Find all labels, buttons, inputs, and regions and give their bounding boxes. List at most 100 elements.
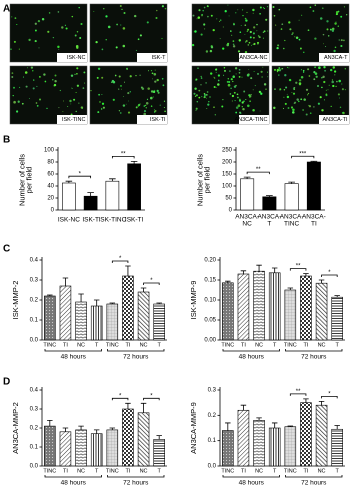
- cell: [76, 84, 80, 87]
- cell: [266, 71, 269, 73]
- cell: [245, 98, 247, 101]
- cell: [331, 79, 333, 81]
- label-box: [137, 115, 167, 124]
- cell: [75, 110, 77, 113]
- cell: [57, 45, 60, 49]
- cell: [102, 106, 105, 109]
- cell: [237, 9, 239, 11]
- group-bracket: [107, 475, 165, 478]
- cell: [325, 46, 327, 47]
- cell: [244, 24, 247, 27]
- cell: [204, 94, 206, 96]
- cell: [133, 14, 137, 18]
- cell: [235, 73, 237, 75]
- y-tick-label: 0.1: [208, 438, 217, 444]
- cell: [105, 15, 108, 18]
- cell: [262, 7, 265, 9]
- bar: [153, 439, 165, 467]
- cell: [250, 94, 252, 96]
- cell: [257, 43, 259, 45]
- x-tick-label: TI: [125, 342, 130, 348]
- cell: [101, 76, 104, 79]
- image-label: ISK-NC: [67, 55, 86, 61]
- label-box: [239, 53, 269, 62]
- bar: [122, 408, 134, 467]
- cell: [292, 108, 295, 112]
- cell: [276, 70, 279, 73]
- cell: [256, 30, 258, 32]
- x-tick-label: TINC: [221, 342, 234, 348]
- cell: [161, 38, 163, 40]
- bar: [59, 431, 72, 467]
- cell: [83, 71, 86, 74]
- cell: [196, 18, 198, 20]
- cell: [82, 87, 85, 89]
- cell: [244, 33, 246, 35]
- error-bar: [310, 160, 318, 162]
- cell: [333, 49, 336, 53]
- cell: [146, 98, 149, 100]
- cell: [274, 68, 276, 71]
- cell: [241, 76, 243, 78]
- micrograph: [9, 65, 88, 125]
- cell: [75, 91, 77, 94]
- error-bar: [125, 265, 131, 276]
- cell: [331, 29, 335, 32]
- cell: [34, 29, 37, 32]
- error-bar: [287, 287, 294, 290]
- cell: [314, 66, 316, 69]
- cell: [279, 89, 281, 91]
- bar: [59, 285, 72, 341]
- cell: [28, 98, 30, 99]
- cell: [256, 41, 260, 44]
- x-tick-label: NC: [318, 342, 326, 348]
- cell: [140, 86, 143, 89]
- significance-bracket: [143, 397, 160, 401]
- x-tick-label: T: [336, 342, 340, 348]
- group-label: 48 hours: [61, 480, 87, 487]
- cell: [239, 40, 241, 42]
- significance-bracket: [291, 155, 315, 159]
- cell: [274, 88, 276, 90]
- cell: [11, 76, 14, 78]
- cell: [213, 76, 215, 78]
- cell: [204, 28, 206, 30]
- cell: [259, 110, 261, 112]
- cell: [210, 72, 213, 75]
- cell: [67, 105, 69, 107]
- cell: [13, 40, 16, 43]
- image-label: AN3CA-T: [324, 55, 348, 61]
- cell: [336, 80, 338, 83]
- cell: [195, 78, 198, 81]
- cell: [16, 23, 18, 26]
- bar: [253, 270, 265, 341]
- cell: [41, 17, 45, 21]
- cell: [240, 25, 242, 26]
- error-bar: [225, 280, 231, 283]
- y-tick-label: 200: [222, 160, 233, 166]
- cell: [212, 28, 215, 32]
- cell: [308, 104, 310, 106]
- cell: [151, 72, 154, 75]
- cell: [287, 107, 290, 109]
- error-bar: [240, 404, 247, 411]
- cell: [35, 102, 38, 104]
- y-tick-label: 0.00: [204, 338, 216, 344]
- cell: [58, 48, 60, 50]
- y-tick-label: 0: [51, 208, 55, 214]
- cell: [208, 101, 210, 103]
- cell: [33, 79, 35, 81]
- cell: [229, 93, 232, 95]
- cell: [235, 84, 237, 87]
- cell: [291, 33, 293, 36]
- cell: [38, 75, 41, 78]
- cell: [215, 87, 217, 89]
- group-bracket: [107, 349, 165, 352]
- x-tick-label: T: [336, 468, 340, 474]
- cell: [301, 14, 303, 16]
- cell: [157, 91, 160, 94]
- cell: [206, 97, 207, 99]
- label-box: [319, 53, 349, 62]
- bar: [62, 182, 76, 211]
- cell: [286, 66, 289, 68]
